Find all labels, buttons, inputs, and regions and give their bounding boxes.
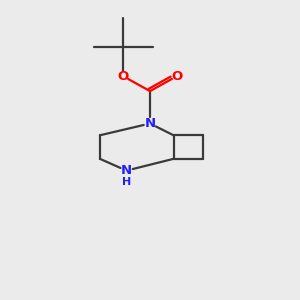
Text: N: N [121,164,132,177]
Text: N: N [144,117,156,130]
Text: H: H [122,177,131,187]
Text: O: O [118,70,129,83]
Text: O: O [171,70,182,83]
